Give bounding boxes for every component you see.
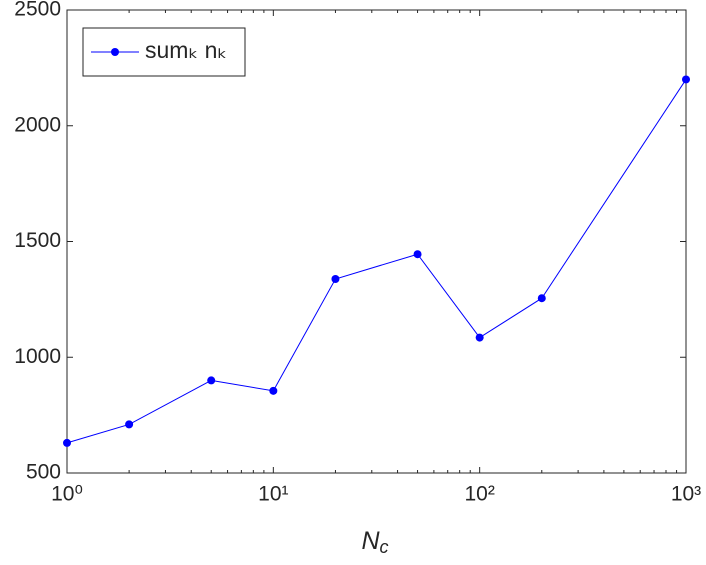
x-label-sub: c: [380, 537, 389, 557]
y-tick-label: 1000: [14, 345, 61, 368]
y-tick-label: 2000: [14, 113, 61, 136]
y-tick-label: 500: [26, 461, 61, 484]
legend-marker: [111, 48, 119, 56]
y-tick-label: 1500: [14, 229, 61, 252]
data-point: [331, 275, 340, 284]
x-tick-label: 10¹: [258, 483, 288, 506]
data-point: [207, 376, 216, 385]
x-tick-label: 10⁰: [51, 483, 83, 506]
x-axis-label: Nc: [361, 527, 388, 557]
legend-box: [82, 27, 246, 77]
x-label-main: N: [361, 527, 380, 555]
y-tick-label: 2500: [14, 0, 61, 21]
x-tick-label: 10²: [464, 483, 494, 506]
data-point: [413, 250, 422, 259]
data-point: [63, 438, 71, 447]
data-point: [475, 333, 484, 342]
data-point: [269, 386, 278, 395]
legend-label: sumₖ nₖ: [145, 37, 227, 63]
data-point: [537, 294, 546, 303]
data-point: [682, 75, 690, 84]
data-point: [125, 420, 134, 429]
plot-area: [66, 9, 687, 474]
x-tick-label: 10³: [671, 483, 701, 506]
